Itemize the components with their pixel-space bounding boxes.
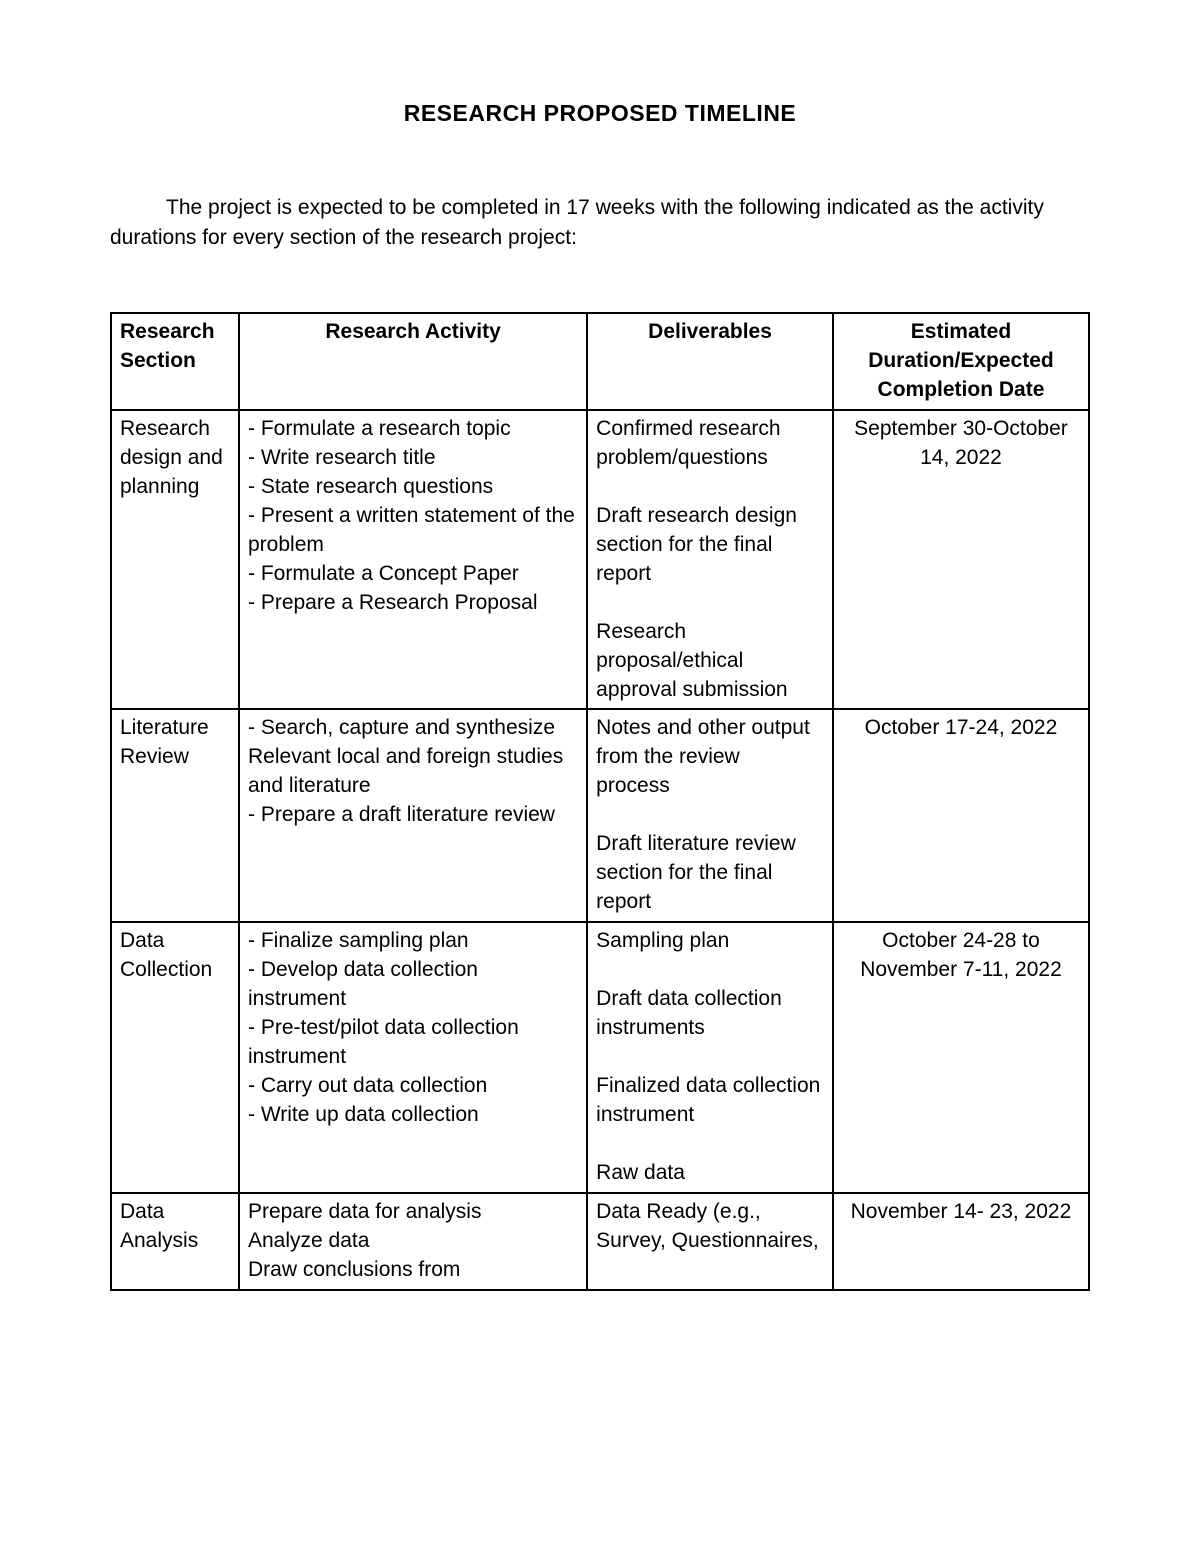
cell-duration: October 24-28 to November 7-11, 2022 bbox=[833, 922, 1089, 1193]
cell-duration: September 30-October 14, 2022 bbox=[833, 410, 1089, 710]
col-header-section: Research Section bbox=[111, 313, 239, 410]
cell-activity: Prepare data for analysis Analyze data D… bbox=[239, 1193, 587, 1290]
page-title: RESEARCH PROPOSED TIMELINE bbox=[110, 100, 1090, 127]
cell-duration: October 17-24, 2022 bbox=[833, 709, 1089, 922]
cell-section: Literature Review bbox=[111, 709, 239, 922]
cell-activity: - Search, capture and synthesize Relevan… bbox=[239, 709, 587, 922]
cell-deliverables: Sampling plan Draft data collection inst… bbox=[587, 922, 833, 1193]
timeline-table: Research Section Research Activity Deliv… bbox=[110, 312, 1090, 1291]
cell-duration: November 14- 23, 2022 bbox=[833, 1193, 1089, 1290]
col-header-deliverables: Deliverables bbox=[587, 313, 833, 410]
cell-deliverables: Notes and other output from the review p… bbox=[587, 709, 833, 922]
cell-deliverables: Data Ready (e.g., Survey, Questionnaires… bbox=[587, 1193, 833, 1290]
table-header-row: Research Section Research Activity Deliv… bbox=[111, 313, 1089, 410]
table-row: Data Analysis Prepare data for analysis … bbox=[111, 1193, 1089, 1290]
document-page: RESEARCH PROPOSED TIMELINE The project i… bbox=[0, 0, 1200, 1553]
table-row: Literature Review - Search, capture and … bbox=[111, 709, 1089, 922]
cell-section: Data Analysis bbox=[111, 1193, 239, 1290]
cell-deliverables: Confirmed research problem/questions Dra… bbox=[587, 410, 833, 710]
table-row: Research design and planning - Formulate… bbox=[111, 410, 1089, 710]
table-row: Data Collection - Finalize sampling plan… bbox=[111, 922, 1089, 1193]
cell-activity: - Finalize sampling plan - Develop data … bbox=[239, 922, 587, 1193]
cell-activity: - Formulate a research topic - Write res… bbox=[239, 410, 587, 710]
col-header-activity: Research Activity bbox=[239, 313, 587, 410]
intro-paragraph: The project is expected to be completed … bbox=[110, 193, 1090, 254]
col-header-duration: Estimated Duration/Expected Completion D… bbox=[833, 313, 1089, 410]
cell-section: Research design and planning bbox=[111, 410, 239, 710]
cell-section: Data Collection bbox=[111, 922, 239, 1193]
